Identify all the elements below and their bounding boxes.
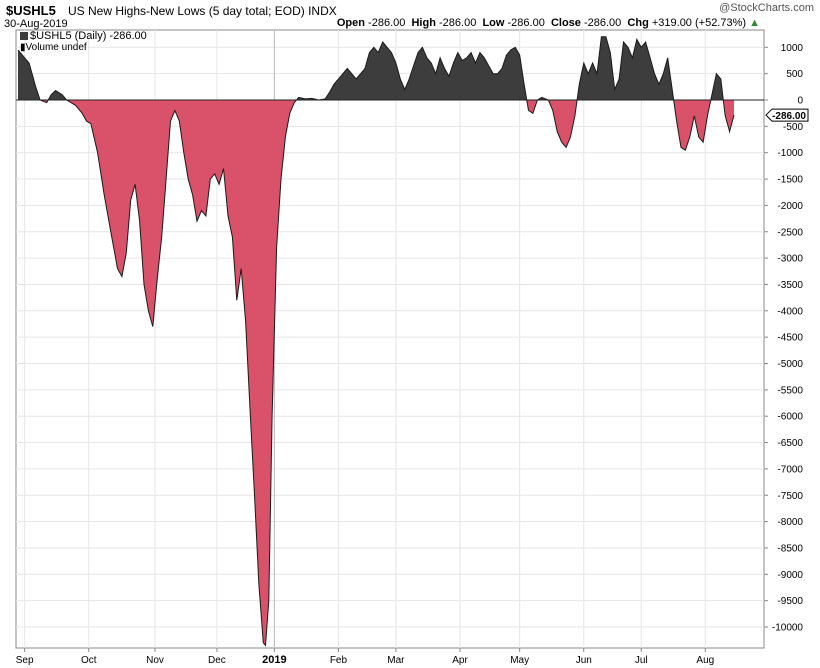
x-tick-label: Nov	[146, 655, 164, 666]
close-value: -286.00	[583, 17, 622, 29]
x-tick-label: Jun	[576, 655, 592, 666]
x-tick-label: May	[510, 655, 529, 666]
volume-legend: ▮Volume undef	[20, 42, 87, 53]
y-tick-label: 500	[786, 69, 803, 80]
description-text: US New Highs-New Lows (5 day total; EOD)	[68, 4, 305, 18]
y-tick-label: -9000	[777, 570, 803, 581]
y-tick-label: -5000	[777, 359, 803, 370]
low-label: Low	[482, 17, 505, 29]
close-label: Close	[550, 17, 581, 29]
x-tick-label: Dec	[208, 655, 226, 666]
watermark: @StockCharts.com	[719, 2, 814, 14]
series-legend: $USHL5 (Daily) -286.00	[20, 30, 147, 42]
y-tick-label: -3500	[777, 280, 803, 291]
series-line	[17, 36, 735, 647]
y-tick-label: -8000	[777, 517, 803, 528]
volume-legend-label: Volume undef	[25, 42, 87, 53]
x-tick-label: Jul	[635, 655, 648, 666]
symbol-title: $USHL5	[6, 3, 56, 18]
series-legend-label: $USHL5 (Daily) -286.00	[30, 30, 147, 42]
series-swatch	[20, 32, 28, 41]
y-tick-label: -10000	[772, 623, 804, 634]
x-tick-label: 2019	[262, 654, 286, 666]
x-tick-label: Mar	[387, 655, 405, 666]
x-tick-label: Apr	[452, 655, 468, 666]
volume-icon: ▮	[20, 42, 26, 53]
y-tick-label: -5500	[777, 385, 803, 396]
y-tick-label: -6000	[777, 412, 803, 423]
high-label: High	[411, 17, 436, 29]
y-tick-label: -2000	[777, 201, 803, 212]
y-tick-label: -3000	[777, 254, 803, 265]
last-value-tag	[765, 108, 809, 122]
last-value-label: -286.00	[772, 111, 806, 122]
open-value: -286.00	[368, 17, 406, 29]
y-tick-label: -7500	[777, 491, 803, 502]
y-tick-label: -6500	[777, 438, 803, 449]
y-tick-label: -8500	[777, 543, 803, 554]
high-value: -286.00	[439, 17, 477, 29]
open-label: Open	[336, 17, 365, 29]
x-tick-label: Oct	[81, 655, 97, 666]
y-tick-label: -500	[783, 122, 803, 133]
positive-area	[18, 36, 735, 100]
y-tick-label: -1000	[777, 148, 803, 159]
chart-description: US New Highs-New Lows (5 day total; EOD)…	[68, 4, 337, 18]
y-tick-label: -4500	[777, 333, 803, 344]
chart-date: 30-Aug-2019	[4, 18, 68, 30]
x-tick-label: Sep	[16, 655, 34, 666]
chg-label: Chg	[627, 17, 649, 29]
x-tick-label: Feb	[330, 655, 348, 666]
y-tick-label: 1000	[781, 43, 804, 54]
ohlc-summary: Open -286.00 High -286.00 Low -286.00 Cl…	[337, 17, 760, 29]
y-tick-label: -1500	[777, 175, 803, 186]
y-tick-label: -2500	[777, 227, 803, 238]
y-tick-label: 0	[797, 96, 803, 107]
exchange-text: INDX	[308, 4, 337, 18]
y-tick-label: -9500	[777, 596, 803, 607]
x-tick-label: Aug	[696, 655, 714, 666]
up-arrow-icon: ▲	[749, 17, 760, 29]
low-value: -286.00	[507, 17, 545, 29]
y-tick-label: -7000	[777, 464, 803, 475]
y-tick-label: -4000	[777, 306, 803, 317]
chg-value: +319.00 (+52.73%)	[651, 17, 747, 29]
